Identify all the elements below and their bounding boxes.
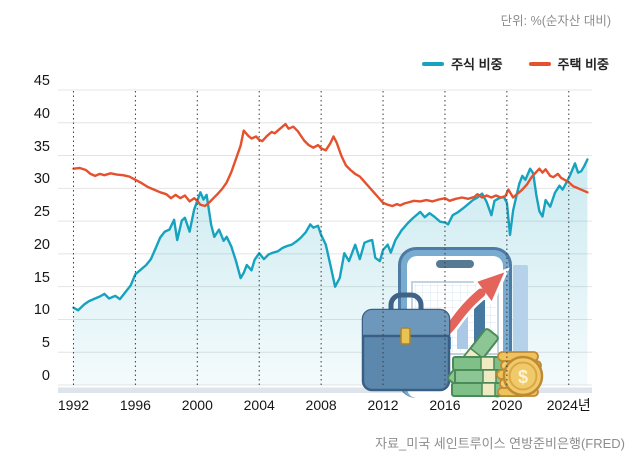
y-axis-tick-label: 25 xyxy=(33,204,50,221)
x-axis-tick-label: 1996 xyxy=(119,397,151,413)
legend-item-stocks: 주식 비중 xyxy=(422,54,503,73)
x-axis-tick-label: 2024년 xyxy=(546,397,591,413)
x-axis-tick-label: 2012 xyxy=(367,397,399,413)
stocks-line-swatch-icon xyxy=(422,61,445,66)
y-axis-tick-label: 40 xyxy=(33,105,50,122)
x-axis-tick-label: 2004 xyxy=(243,397,275,413)
x-axis-tick-label: 2008 xyxy=(305,397,337,413)
legend-label-housing: 주택 비중 xyxy=(557,57,609,72)
unit-label: 단위: %(순자산 대비) xyxy=(500,14,611,28)
y-axis-tick-label: 15 xyxy=(33,269,50,286)
x-axis-tick-label: 1992 xyxy=(57,397,90,413)
chart-legend: 주식 비중 주택 비중 xyxy=(422,54,609,73)
coin-stack-icon: $ xyxy=(496,351,544,397)
finance-illustration: $ xyxy=(361,247,544,398)
y-axis-tick-label: 35 xyxy=(33,138,50,155)
briefcase-icon xyxy=(361,292,451,392)
source-caption: 자료_미국 세인트루이스 연방준비은행(FRED) xyxy=(375,436,625,451)
standalone-bar xyxy=(513,265,528,352)
y-axis-tick-label: 20 xyxy=(33,236,50,253)
legend-label-stocks: 주식 비중 xyxy=(451,57,503,72)
y-axis-tick-label: 5 xyxy=(41,335,50,352)
y-axis-tick-label: 0 xyxy=(41,368,50,384)
svg-text:$: $ xyxy=(518,367,528,387)
x-axis-tick-label: 2000 xyxy=(181,397,213,413)
x-axis-tick-label: 2016 xyxy=(429,397,461,413)
y-axis-tick-label: 30 xyxy=(33,171,50,188)
y-axis-tick-label: 10 xyxy=(33,302,50,319)
x-axis-tick-label: 2020 xyxy=(491,397,523,413)
housing-line-swatch-icon xyxy=(528,61,551,66)
legend-item-housing: 주택 비중 xyxy=(528,54,609,73)
y-axis-tick-label: 45 xyxy=(33,73,50,89)
